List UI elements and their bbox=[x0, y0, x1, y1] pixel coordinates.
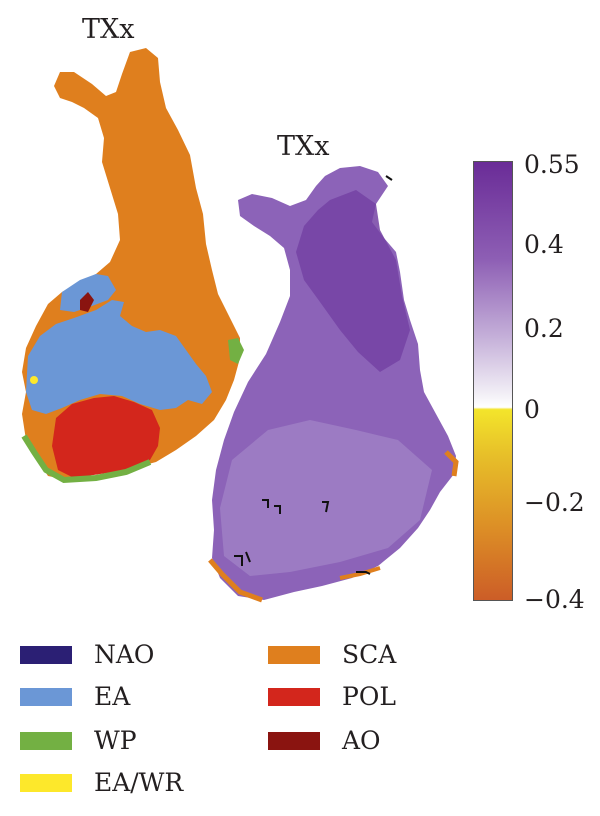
legend-label-wp: WP bbox=[94, 726, 137, 755]
left-map-title: TXx bbox=[82, 14, 135, 45]
legend-item-ao: AO bbox=[268, 726, 381, 755]
right-map-negative-sw bbox=[208, 558, 263, 603]
legend-label-nao: NAO bbox=[94, 640, 155, 669]
legend-swatch-nao bbox=[20, 645, 72, 664]
right-map-insignificant-cells bbox=[234, 175, 393, 575]
legend-swatch-ao bbox=[268, 731, 320, 750]
legend-swatch-ea-wr bbox=[20, 773, 72, 792]
legend-item-ea: EA bbox=[20, 682, 130, 711]
legend-swatch-ea bbox=[20, 687, 72, 706]
right-map-light-south bbox=[220, 420, 432, 576]
colorbar-tick-055: 0.55 bbox=[524, 150, 580, 179]
legend-label-ao: AO bbox=[342, 726, 381, 755]
left-map-region-wp-coast bbox=[21, 434, 152, 484]
legend-item-nao: NAO bbox=[20, 640, 154, 669]
colorbar-tick-0: 0 bbox=[524, 395, 540, 424]
colorbar-tick-04: 0.4 bbox=[524, 230, 564, 259]
right-map-high-core bbox=[296, 190, 410, 372]
colorbar-tick-02: 0.2 bbox=[524, 314, 564, 343]
right-map-title: TXx bbox=[277, 131, 330, 162]
legend-item-pol: POL bbox=[268, 682, 396, 711]
legend-label-ea: EA bbox=[94, 682, 131, 711]
left-map-region-ea-wr bbox=[30, 376, 38, 384]
right-map-correlation bbox=[208, 166, 459, 603]
legend-label-ea-wr: EA/WR bbox=[94, 768, 184, 797]
legend-item-wp: WP bbox=[20, 726, 137, 755]
colorbar-tick-neg02: −0.2 bbox=[524, 488, 585, 517]
legend-swatch-sca bbox=[268, 645, 320, 664]
left-map-region-ea bbox=[26, 300, 212, 414]
legend-swatch-wp bbox=[20, 731, 72, 750]
legend-swatch-pol bbox=[268, 687, 320, 706]
legend-label-pol: POL bbox=[342, 682, 396, 711]
colorbar bbox=[473, 161, 513, 601]
right-map-negative-sc bbox=[339, 566, 381, 580]
right-map-negative-se bbox=[444, 450, 459, 477]
legend-label-sca: SCA bbox=[342, 640, 397, 669]
left-map-region-pol bbox=[52, 396, 160, 478]
left-map-region-wp-east bbox=[228, 338, 244, 364]
left-map-region-ao bbox=[80, 292, 94, 312]
legend-item-sca: SCA bbox=[268, 640, 396, 669]
left-map-dominant-pattern bbox=[21, 48, 244, 484]
colorbar-tick-neg04: −0.4 bbox=[524, 585, 585, 614]
legend-item-ea-wr: EA/WR bbox=[20, 768, 183, 797]
